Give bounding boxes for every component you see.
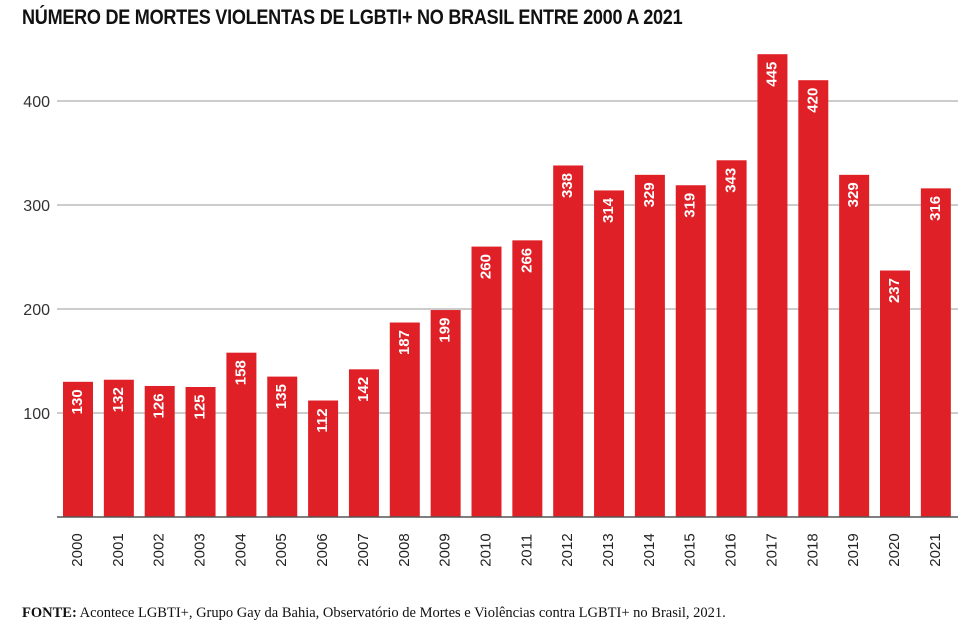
data-label-2007: 142	[355, 377, 372, 402]
bar-2004	[226, 352, 257, 517]
data-label-2013: 314	[600, 197, 617, 223]
x-tick-label-2008: 2008	[396, 533, 413, 566]
data-label-2012: 338	[559, 173, 576, 198]
data-label-2005: 135	[273, 384, 290, 409]
y-tick-label-200: 200	[23, 302, 50, 319]
data-label-2010: 260	[477, 254, 494, 279]
x-tick-label-2003: 2003	[192, 533, 209, 566]
x-tick-label-2013: 2013	[600, 533, 617, 566]
y-tick-label-100: 100	[23, 406, 50, 423]
source-label: FONTE:	[22, 605, 77, 621]
x-tick-label-2010: 2010	[477, 533, 494, 566]
bar-2016	[716, 160, 747, 517]
data-label-2000: 130	[69, 389, 86, 414]
x-tick-label-2021: 2021	[927, 533, 944, 566]
bar-2019	[839, 174, 870, 517]
x-tick-label-2009: 2009	[437, 533, 454, 566]
data-label-2014: 329	[641, 182, 658, 207]
x-tick-label-2019: 2019	[845, 533, 862, 566]
bar-2017	[757, 54, 788, 517]
data-label-2018: 420	[804, 88, 821, 113]
bar-2013	[594, 190, 625, 517]
x-axis-tick-labels: 2000 2001 2002 2003 2004 2005 2006 2007 2008 2009…	[69, 533, 944, 566]
data-label-2020: 237	[886, 278, 903, 303]
data-label-2006: 112	[314, 408, 331, 432]
bar-2003	[185, 387, 216, 517]
x-tick-label-2000: 2000	[69, 533, 86, 566]
x-tick-label-2015: 2015	[682, 533, 699, 566]
data-label-2004: 158	[232, 360, 249, 385]
data-label-2021: 316	[927, 196, 944, 221]
data-label-2019: 329	[845, 182, 862, 207]
bar-2011	[512, 240, 543, 518]
data-labels: 130 132 126 125 158 135 112 142 187 199 260 266 338 3…	[69, 62, 944, 433]
y-tick-label-400: 400	[23, 94, 50, 111]
bar-2008	[389, 322, 420, 517]
y-tick-label-300: 300	[23, 198, 50, 215]
data-label-2016: 343	[723, 168, 740, 193]
bar-2007	[348, 369, 379, 517]
bar-2015	[675, 185, 706, 518]
bar-2020	[880, 270, 910, 517]
bar-2010	[471, 246, 502, 517]
source-note: FONTE: Acontece LGBTI+, Grupo Gay da Bah…	[22, 605, 726, 622]
x-tick-label-2020: 2020	[886, 533, 903, 566]
x-tick-label-2007: 2007	[355, 533, 372, 566]
data-label-2008: 187	[396, 330, 413, 355]
data-label-2015: 319	[682, 193, 699, 218]
data-label-2003: 125	[192, 394, 209, 419]
x-tick-label-2005: 2005	[273, 533, 290, 566]
x-tick-label-2016: 2016	[723, 533, 740, 566]
x-tick-label-2001: 2001	[110, 533, 127, 566]
bars	[63, 54, 951, 518]
chart-title: NÚMERO DE MORTES VIOLENTAS DE LGBTI+ NO …	[22, 6, 683, 29]
bar-2018	[798, 80, 829, 517]
x-tick-label-2017: 2017	[763, 533, 780, 566]
bar-2005	[267, 376, 298, 517]
x-tick-label-2014: 2014	[641, 533, 658, 566]
bar-2021	[920, 188, 951, 518]
y-axis-tick-labels: 100 200 300 400	[23, 94, 50, 423]
x-tick-label-2011: 2011	[518, 534, 535, 566]
data-label-2001: 132	[110, 387, 127, 412]
bar-2009	[430, 310, 461, 517]
x-tick-label-2012: 2012	[559, 533, 576, 566]
bar-2006	[308, 400, 339, 517]
x-tick-label-2004: 2004	[232, 533, 249, 566]
source-text: Acontece LGBTI+, Grupo Gay da Bahia, Obs…	[76, 605, 726, 621]
bar-chart: 100 200 300 400 130 132 126 125 158 135 112 142 187…	[23, 54, 958, 567]
x-tick-label-2018: 2018	[804, 533, 821, 566]
bar-2001	[103, 379, 134, 517]
bar-2002	[144, 385, 175, 517]
data-label-2002: 126	[151, 393, 168, 418]
bar-2012	[553, 165, 584, 518]
x-tick-label-2006: 2006	[314, 533, 331, 566]
data-label-2011: 266	[518, 248, 535, 273]
x-tick-label-2002: 2002	[151, 533, 168, 566]
bar-2014	[634, 174, 665, 517]
bar-2000	[63, 381, 93, 517]
data-label-2017: 445	[763, 62, 780, 87]
data-label-2009: 199	[437, 318, 454, 343]
